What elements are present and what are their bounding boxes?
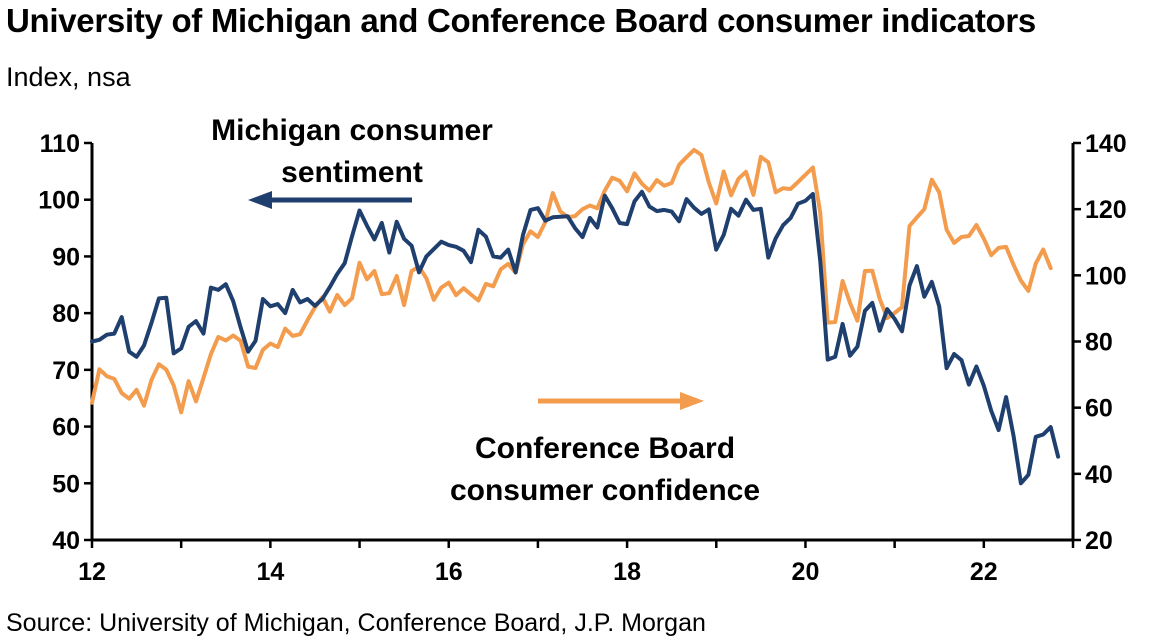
chart-subtitle: Index, nsa [6, 62, 131, 92]
x-tick-label: 18 [613, 558, 641, 586]
x-tick-label: 20 [792, 558, 820, 586]
conference-annotation-line1: Conference Board [475, 432, 735, 465]
michigan-annotation-line1: Michigan consumer [211, 114, 493, 147]
left-arrow-head-icon [248, 191, 272, 209]
x-tick-label: 22 [970, 558, 998, 586]
conference-confidence-line [90, 147, 1053, 415]
annotations-group: Michigan consumer sentiment Conference B… [211, 114, 760, 507]
x-tick-label: 16 [435, 558, 463, 586]
chart-title: University of Michigan and Conference Bo… [6, 2, 1036, 39]
left-y-tick-label: 90 [52, 243, 80, 271]
right-y-tick-label: 120 [1085, 196, 1127, 224]
left-y-tick-label: 80 [52, 300, 80, 328]
left-y-tick-label: 70 [52, 357, 80, 385]
axes-group: 40 50 60 70 80 90 100 110 20 40 60 80 100 120 140 12 14 1… [38, 130, 1126, 586]
michigan-sentiment-line [90, 189, 1061, 486]
source-note: Source: University of Michigan, Conferen… [6, 609, 706, 637]
right-y-tick-label: 60 [1085, 395, 1113, 423]
series-group [90, 147, 1061, 486]
right-y-tick-label: 40 [1085, 461, 1113, 489]
right-y-tick-label: 80 [1085, 329, 1113, 357]
right-y-tick-label: 100 [1085, 262, 1127, 290]
left-y-tick-label: 40 [52, 527, 80, 555]
right-y-tick-label: 140 [1085, 130, 1127, 158]
left-y-tick-label: 50 [52, 470, 80, 498]
conference-annotation-line2: consumer confidence [450, 474, 760, 507]
left-y-tick-label: 100 [38, 187, 80, 215]
right-y-tick-label: 20 [1085, 527, 1113, 555]
left-y-tick-label: 60 [52, 414, 80, 442]
right-arrow-head-icon [680, 392, 704, 410]
michigan-annotation-line2: sentiment [281, 156, 423, 189]
x-tick-label: 14 [256, 558, 284, 586]
x-tick-label: 12 [78, 558, 106, 586]
left-y-tick-label: 110 [40, 130, 80, 158]
